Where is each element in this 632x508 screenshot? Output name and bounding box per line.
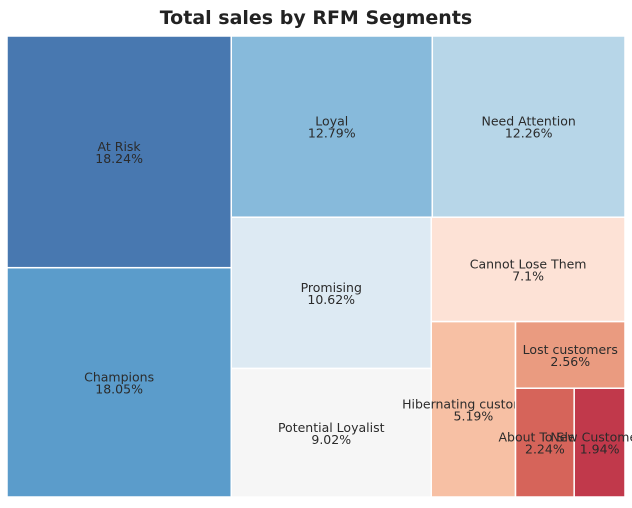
tile-name-new-customers: New Customers — [550, 430, 632, 445]
tile-name-loyal: Loyal — [315, 114, 348, 129]
tile-name-potential-loyalist: Potential Loyalist — [278, 420, 385, 435]
tile-value-new-customers: 1.94% — [580, 442, 620, 457]
tile-value-champions: 18.05% — [95, 381, 143, 396]
tile-rect-promising — [230, 216, 432, 370]
tile-value-cannot-lose-them: 7.1% — [512, 268, 544, 283]
chart-title: Total sales by RFM Segments — [159, 7, 473, 29]
tile-rect-lost-customers — [514, 320, 626, 389]
tile-value-need-attention: 12.26% — [505, 126, 553, 141]
tile-value-about-to-sleep: 2.24% — [525, 442, 565, 457]
tile-rect-potential-loyalist — [230, 367, 432, 498]
tile-rect-loyal — [230, 35, 434, 218]
tile-new-customers: New Customers1.94% — [550, 387, 632, 498]
tile-name-at-risk: At Risk — [98, 139, 142, 154]
tile-value-lost-customers: 2.56% — [550, 354, 590, 369]
tile-rect-about-to-sleep — [514, 387, 575, 498]
tile-rect-hibernating-customers — [430, 320, 517, 498]
tile-value-hibernating-customers: 5.19% — [454, 408, 494, 423]
tile-value-at-risk: 18.24% — [95, 151, 143, 166]
tile-name-hibernating-customers: Hibernating customers — [402, 396, 545, 411]
tile-name-champions: Champions — [84, 369, 154, 384]
tile-name-need-attention: Need Attention — [481, 114, 575, 129]
tile-rect-need-attention — [431, 35, 626, 218]
tile-rect-new-customers — [573, 387, 626, 498]
tile-value-potential-loyalist: 9.02% — [311, 432, 351, 447]
tile-value-loyal: 12.79% — [308, 126, 356, 141]
tile-name-cannot-lose-them: Cannot Lose Them — [470, 256, 587, 271]
tile-rect-cannot-lose-them — [430, 216, 626, 323]
tile-name-about-to-sleep: About To Sleep — [498, 430, 591, 445]
tile-value-promising: 10.62% — [307, 292, 355, 307]
tile-name-promising: Promising — [301, 280, 362, 295]
tile-name-lost-customers: Lost customers — [523, 342, 618, 357]
